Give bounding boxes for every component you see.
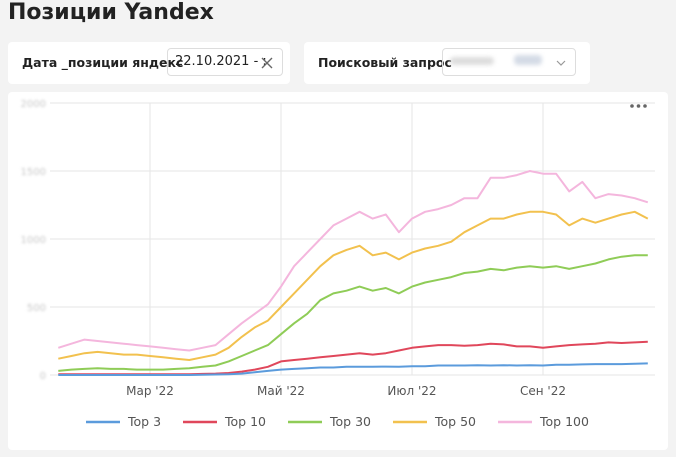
series-line	[58, 210, 649, 361]
filter-label: Дата _позиции яндекс	[22, 55, 184, 70]
filter-query: Поисковый запрос	[304, 42, 590, 84]
y-tick-label: 2000	[21, 99, 46, 110]
y-tick-label: 1500	[21, 167, 46, 178]
query-select[interactable]	[442, 48, 576, 76]
x-tick-label: Сен '22	[520, 384, 566, 398]
x-tick-label: Июл '22	[387, 384, 436, 398]
menu-icon[interactable]	[630, 104, 647, 108]
legend-label: Top 30	[329, 414, 371, 429]
legend-label: Top 3	[127, 414, 161, 429]
date-value: 22.10.2021 - :	[175, 54, 267, 69]
y-tick-label: 500	[27, 303, 46, 314]
y-tick-label: 1000	[21, 235, 46, 246]
series-line	[58, 254, 648, 372]
filter-label: Поисковый запрос	[318, 55, 452, 70]
series-line	[58, 170, 649, 352]
legend-label: Top 100	[539, 414, 589, 429]
x-tick-label: Мар '22	[126, 384, 174, 398]
dropdown-arrow	[556, 60, 566, 66]
filter-date: Дата _позиции яндекс 22.10.2021 - :	[8, 42, 290, 84]
clear-icon[interactable]	[261, 57, 273, 69]
chart-card	[8, 92, 668, 450]
x-tick-label: Май '22	[257, 384, 305, 398]
page-title: Позиции Yandex	[8, 0, 214, 25]
date-input[interactable]: 22.10.2021 - :	[167, 48, 283, 76]
legend-label: Top 50	[434, 414, 476, 429]
legend-label: Top 10	[224, 414, 266, 429]
series-line	[58, 362, 648, 376]
y-tick-label: 0	[40, 371, 46, 382]
